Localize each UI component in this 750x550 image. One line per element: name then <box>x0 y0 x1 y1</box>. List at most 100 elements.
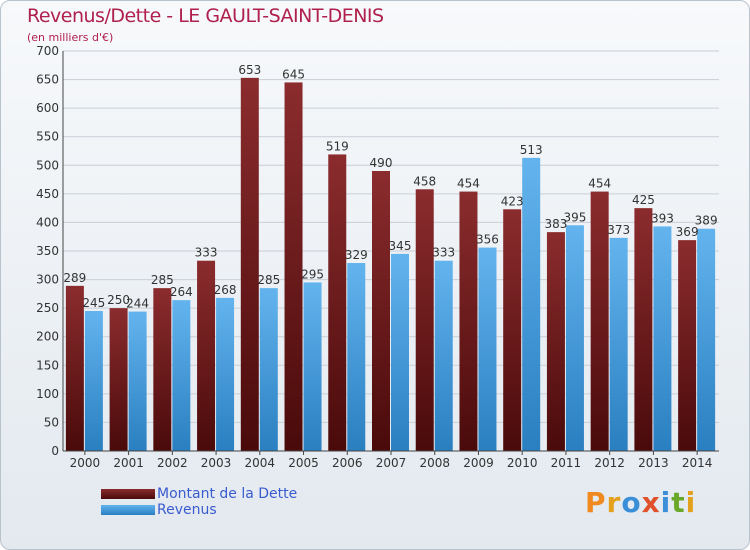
x-tick-label: 2006 <box>332 456 363 470</box>
x-tick-label: 2007 <box>376 456 407 470</box>
bar-dette <box>328 154 347 451</box>
y-tick-label: 0 <box>51 444 59 458</box>
y-tick-label: 400 <box>36 215 59 229</box>
data-label-revenus: 285 <box>257 273 280 287</box>
data-label-revenus: 245 <box>82 296 105 310</box>
data-label-revenus: 393 <box>651 211 674 225</box>
x-tick-label: 2011 <box>551 456 582 470</box>
bar-dette <box>284 82 303 451</box>
bar-revenus <box>128 311 147 451</box>
data-label-dette: 333 <box>195 246 218 260</box>
x-tick-label: 2014 <box>682 456 713 470</box>
data-label-dette: 250 <box>107 293 130 307</box>
bar-revenus <box>434 260 453 451</box>
data-label-dette: 490 <box>370 156 393 170</box>
bar-revenus <box>522 157 541 451</box>
bar-layer <box>65 77 716 452</box>
legend-item-dette: Montant de la Dette <box>101 486 297 502</box>
bar-revenus <box>172 300 191 451</box>
bar-revenus <box>565 225 584 451</box>
y-tick-label: 150 <box>36 358 59 372</box>
x-tick-label: 2009 <box>463 456 494 470</box>
bar-revenus <box>84 311 103 451</box>
chart-subtitle: (en milliers d'€) <box>27 31 114 44</box>
bar-dette <box>459 191 478 452</box>
legend: Montant de la Dette Revenus <box>101 486 297 518</box>
y-tick-label: 650 <box>36 73 59 87</box>
bar-dette <box>546 232 565 451</box>
legend-swatch-revenus <box>101 505 155 515</box>
data-label-revenus: 295 <box>301 267 324 281</box>
data-label-dette: 454 <box>457 177 480 191</box>
y-tick-label: 700 <box>36 44 59 58</box>
data-label-dette: 454 <box>588 177 611 191</box>
y-tick-label: 600 <box>36 101 59 115</box>
y-tick-label: 250 <box>36 301 59 315</box>
data-label-revenus: 345 <box>389 239 412 253</box>
bar-dette <box>372 171 390 451</box>
data-label-dette: 383 <box>544 217 567 231</box>
data-label-dette: 645 <box>282 67 305 81</box>
data-label-dette: 285 <box>151 273 174 287</box>
axis-layer: 0 50 100 150 200 250 300 350 400 450 500 550 600 650 7… <box>36 44 719 470</box>
y-tick-label: 350 <box>36 244 59 258</box>
bar-revenus <box>216 297 235 451</box>
x-tick-label: 2010 <box>507 456 538 470</box>
bar-dette <box>65 285 84 451</box>
bar-dette <box>503 209 522 451</box>
y-tick-label: 200 <box>36 330 59 344</box>
y-tick-label: 100 <box>36 387 59 401</box>
data-label-revenus: 264 <box>170 285 193 299</box>
x-tick-label: 2003 <box>201 456 232 470</box>
legend-label-revenus: Revenus <box>157 502 217 518</box>
data-label-revenus: 395 <box>563 210 586 224</box>
x-tick-label: 2012 <box>594 456 625 470</box>
data-label-revenus: 389 <box>695 214 718 228</box>
x-tick-label: 2001 <box>113 456 144 470</box>
data-label-dette: 458 <box>413 174 436 188</box>
x-tick-label: 2008 <box>419 456 450 470</box>
data-label-revenus: 244 <box>126 297 149 311</box>
bar-dette <box>678 240 697 451</box>
data-label-revenus: 356 <box>476 233 499 247</box>
x-tick-label: 2004 <box>245 456 276 470</box>
bar-revenus <box>478 247 497 451</box>
bar-revenus <box>391 253 409 451</box>
bar-dette <box>590 191 609 452</box>
data-label-dette: 423 <box>501 194 524 208</box>
legend-item-revenus: Revenus <box>101 502 297 518</box>
bar-dette <box>153 288 172 451</box>
data-label-dette: 289 <box>63 271 86 285</box>
y-tick-label: 500 <box>36 158 59 172</box>
data-label-dette: 425 <box>632 193 655 207</box>
bar-dette <box>415 189 434 452</box>
y-tick-label: 300 <box>36 273 59 287</box>
legend-swatch-dette <box>101 489 155 499</box>
bar-dette <box>197 260 216 451</box>
bar-revenus <box>653 226 672 451</box>
data-label-revenus: 373 <box>607 223 630 237</box>
bar-dette <box>634 208 653 451</box>
data-label-dette: 653 <box>238 63 261 77</box>
proxiti-logo: Proxiti <box>585 486 697 519</box>
data-label-revenus: 268 <box>214 283 237 297</box>
data-label-revenus: 329 <box>345 248 368 262</box>
legend-label-dette: Montant de la Dette <box>157 486 298 502</box>
data-label-dette: 519 <box>326 139 349 153</box>
bar-dette <box>240 77 259 451</box>
data-label-revenus: 333 <box>432 246 455 260</box>
x-tick-label: 2002 <box>157 456 188 470</box>
x-tick-label: 2005 <box>288 456 319 470</box>
bar-revenus <box>697 228 716 451</box>
data-label-dette: 369 <box>676 225 699 239</box>
bar-dette <box>109 308 128 451</box>
bar-revenus <box>347 263 366 451</box>
bar-revenus <box>303 282 322 451</box>
chart-title: Revenus/Dette - LE GAULT-SAINT-DENIS <box>27 5 384 27</box>
y-tick-label: 550 <box>36 130 59 144</box>
y-tick-label: 50 <box>44 415 59 429</box>
bar-revenus <box>609 237 628 451</box>
